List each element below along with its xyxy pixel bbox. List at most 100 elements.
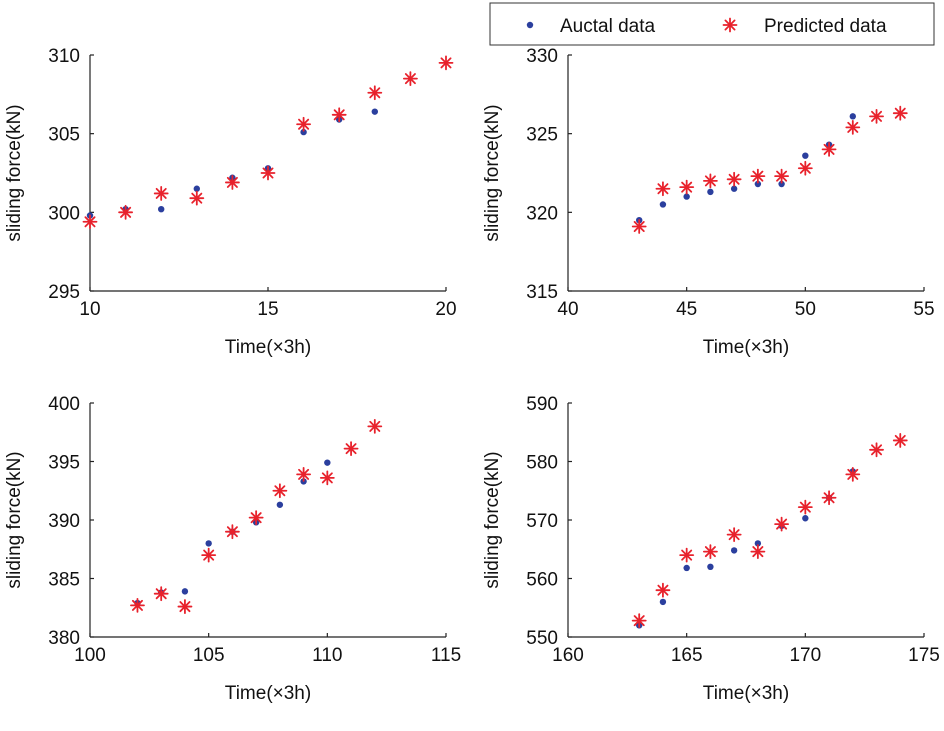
predicted-point — [845, 119, 861, 135]
actual-point — [730, 185, 738, 192]
y-tick-label: 570 — [526, 511, 558, 532]
y-axis-label: sliding force(kN) — [4, 451, 25, 588]
actual-point — [181, 588, 189, 595]
y-tick-label: 400 — [48, 394, 80, 415]
actual-point — [849, 113, 856, 120]
predicted-point — [631, 219, 647, 234]
x-axis-label: Time(×3h) — [225, 337, 311, 358]
predicted-point — [248, 510, 264, 526]
series-actual — [636, 113, 856, 224]
predicted-point — [821, 141, 837, 157]
predicted-point — [153, 586, 169, 602]
legend-predicted-star — [722, 17, 738, 33]
actual-point — [193, 185, 200, 192]
y-axis-label: sliding force(kN) — [482, 104, 503, 241]
predicted-point — [260, 165, 276, 181]
x-tick-label: 165 — [671, 645, 703, 666]
x-axis-label: Time(×3h) — [703, 337, 789, 358]
actual-point — [683, 193, 690, 200]
series-predicted — [82, 55, 454, 230]
actual-point — [205, 540, 212, 547]
series-actual — [636, 468, 856, 629]
predicted-point — [797, 499, 813, 515]
actual-point — [707, 188, 714, 196]
actual-point — [659, 598, 667, 606]
predicted-point — [892, 105, 908, 121]
x-tick-label: 115 — [431, 645, 461, 666]
predicted-point — [367, 418, 383, 434]
actual-point — [802, 152, 809, 159]
x-tick-label: 170 — [789, 645, 821, 666]
series-predicted — [631, 105, 908, 234]
y-tick-label: 395 — [48, 453, 80, 474]
predicted-point — [845, 466, 861, 482]
predicted-point — [821, 490, 837, 506]
predicted-point — [750, 168, 766, 184]
predicted-point — [703, 544, 718, 559]
predicted-point — [726, 527, 742, 543]
y-tick-label: 325 — [526, 125, 558, 146]
y-tick-label: 385 — [48, 570, 80, 591]
x-tick-label: 110 — [312, 645, 342, 666]
y-tick-label: 300 — [48, 203, 80, 224]
actual-point — [371, 108, 378, 115]
y-tick-label: 295 — [48, 282, 80, 303]
y-tick-label: 550 — [526, 628, 558, 649]
x-tick-label: 55 — [913, 299, 934, 320]
legend-actual-marker — [526, 21, 534, 29]
predicted-point — [797, 160, 813, 176]
predicted-point — [679, 179, 695, 195]
y-tick-label: 320 — [526, 203, 558, 224]
predicted-point — [774, 516, 789, 532]
subplot-4: 160 165 170 175 550 560 570 580 590 Time(×3h) slid… — [482, 394, 940, 704]
actual-point — [730, 547, 738, 554]
predicted-point — [367, 85, 383, 101]
y-tick-label: 310 — [48, 46, 80, 67]
predicted-point — [296, 116, 312, 132]
predicted-point — [655, 181, 671, 197]
predicted-point — [726, 171, 742, 187]
predicted-point — [869, 108, 884, 124]
subplot-2: 40 45 50 55 315 320 325 330 Time(×3h) sliding for… — [482, 46, 935, 358]
actual-point — [158, 205, 165, 213]
actual-point — [754, 180, 762, 188]
y-tick-label: 560 — [526, 570, 558, 591]
predicted-point — [631, 613, 647, 629]
predicted-point — [679, 547, 695, 563]
x-tick-label: 15 — [257, 299, 278, 320]
y-tick-label: 580 — [526, 453, 558, 474]
y-tick-label: 330 — [526, 46, 558, 67]
x-tick-label: 50 — [795, 299, 816, 320]
subplot-3: 100 105 110 115 380 385 390 395 400 Time(×3h) slid… — [4, 394, 461, 704]
predicted-point — [331, 107, 347, 123]
predicted-point — [319, 470, 335, 486]
actual-point — [802, 515, 809, 522]
actual-point — [659, 201, 667, 208]
predicted-point — [750, 544, 766, 559]
predicted-point — [177, 599, 193, 614]
predicted-point — [153, 186, 169, 201]
legend-predicted-label: Predicted data — [764, 16, 887, 37]
predicted-point — [438, 55, 454, 71]
actual-point — [778, 180, 785, 188]
predicted-point — [189, 190, 205, 206]
x-tick-label: 45 — [676, 299, 697, 320]
x-tick-label: 100 — [74, 645, 106, 666]
predicted-point — [82, 214, 98, 230]
predicted-point — [224, 524, 240, 540]
actual-point — [300, 128, 307, 136]
predicted-point — [402, 71, 418, 86]
predicted-point — [892, 433, 908, 448]
legend-actual-label: Auctal data — [560, 16, 655, 37]
actual-point — [276, 501, 284, 508]
predicted-point — [869, 442, 884, 458]
predicted-point — [118, 204, 134, 220]
y-tick-label: 390 — [48, 511, 80, 532]
series-predicted — [631, 433, 908, 629]
x-tick-label: 175 — [908, 645, 940, 666]
y-tick-label: 380 — [48, 628, 80, 649]
actual-point — [324, 459, 331, 466]
predicted-point — [774, 168, 789, 184]
legend-box — [489, 2, 935, 46]
